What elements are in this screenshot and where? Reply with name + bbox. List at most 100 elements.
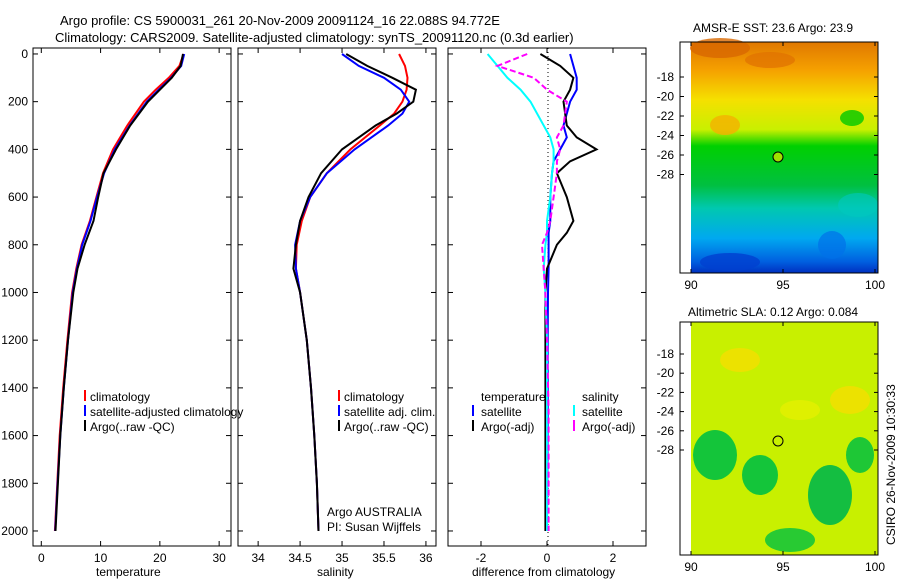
legend-group-title: salinity	[582, 390, 619, 404]
map-y-tick-label: -22	[657, 109, 675, 123]
x-tick-label: 34	[251, 551, 265, 565]
sst-patch	[745, 52, 795, 68]
legend-temperature: climatology satellite-adjusted climatolo…	[84, 390, 243, 434]
map-x-tick-label: 95	[776, 278, 790, 292]
map-x-tick-label: 90	[684, 278, 698, 292]
sst-patch	[710, 115, 740, 135]
sst-map-title: AMSR-E SST: 23.6 Argo: 23.9	[693, 21, 853, 35]
legend-label: satellite adj. clim.	[344, 405, 435, 419]
profile-lines	[53, 53, 599, 532]
legend-label: satellite	[481, 405, 522, 419]
legend-group-title: temperature	[481, 390, 546, 404]
legend-swatch	[84, 405, 86, 416]
map-y-tick-label: -18	[657, 347, 675, 361]
legend-salinity: climatology satellite adj. clim. Argo(..…	[338, 390, 435, 434]
sla-patch	[742, 455, 778, 495]
series-salinity-satellite	[486, 53, 555, 531]
map-ticks: -18 -20 -22 -24 -26 -28 90 95 100 -18 -20 -22 -24 -26…	[657, 42, 885, 574]
x-tick-label: 35.5	[372, 551, 396, 565]
legend-swatch	[84, 390, 86, 401]
sst-map-frame	[679, 41, 879, 274]
map-y-tick-label: -22	[657, 385, 675, 399]
y-tick-label: 0	[21, 47, 28, 61]
y-tick-label: 1200	[1, 333, 28, 347]
x-tick-label: 0	[38, 551, 45, 565]
y-tick-label: 1800	[1, 476, 28, 490]
legend-swatch	[84, 420, 86, 431]
credit-line2: PI: Susan Wijffels	[327, 520, 421, 534]
x-tick-label: 20	[153, 551, 167, 565]
map-x-tick-label: 90	[684, 560, 698, 574]
header-line2: Climatology: CARS2009. Satellite-adjuste…	[55, 30, 574, 45]
legend-swatch	[338, 390, 340, 401]
y-tick-label: 600	[8, 190, 28, 204]
legend-swatch	[338, 405, 340, 416]
sst-patch	[838, 193, 878, 217]
xlabel-salinity: salinity	[317, 565, 354, 579]
argo-float-marker	[772, 151, 784, 163]
series-satellite-adj-clim	[294, 53, 411, 532]
map-y-tick-label: -18	[657, 70, 675, 84]
map-y-tick-label: -26	[657, 148, 675, 162]
sla-patch	[846, 437, 874, 473]
legend-swatch	[573, 420, 575, 431]
y-tick-label: 1000	[1, 285, 28, 299]
map-y-tick-label: -20	[657, 90, 675, 104]
sla-patch	[720, 348, 760, 372]
legend-label: climatology	[90, 390, 150, 404]
series-satellite-adjusted-climatology	[54, 53, 186, 532]
x-tick-label: 35	[335, 551, 349, 565]
legend-swatch	[573, 405, 575, 416]
sla-patch	[693, 430, 737, 480]
legend-swatch	[472, 420, 474, 431]
series-argo-raw-qc	[292, 53, 418, 532]
x-tick-label: 36	[419, 551, 433, 565]
temperature-axes	[32, 47, 232, 547]
sla-patch	[765, 528, 815, 552]
salinity-axes	[237, 47, 437, 547]
map-x-tick-label: 100	[865, 278, 885, 292]
y-tick-label: 2000	[1, 524, 28, 538]
map-y-tick-label: -24	[657, 129, 675, 143]
sla-map-frame	[679, 321, 879, 556]
argo-float-marker	[772, 435, 784, 447]
x-tick-label: 2	[610, 551, 617, 565]
map-y-tick-label: -26	[657, 424, 675, 438]
legend-label: Argo(-adj)	[582, 420, 635, 434]
sla-map-title: Altimetric SLA: 0.12 Argo: 0.084	[688, 305, 858, 319]
legend-label: Argo(..raw -QC)	[90, 420, 175, 434]
x-tick-label: -2	[476, 551, 487, 565]
series-salinity-argo-adj	[494, 53, 568, 531]
series-climatology	[294, 53, 409, 532]
map-y-tick-label: -28	[657, 443, 675, 457]
legend-difference: temperature satellite Argo(-adj) salinit…	[472, 390, 635, 434]
y-tick-label: 200	[8, 95, 28, 109]
header-line1: Argo profile: CS 5900031_261 20-Nov-2009…	[60, 13, 500, 28]
xlabel-temperature: temperature	[96, 565, 161, 579]
credit-line1: Argo AUSTRALIA	[327, 505, 422, 519]
x-tick-label: 10	[94, 551, 108, 565]
legend-label: satellite-adjusted climatology	[90, 405, 243, 419]
series-argo-raw-qc	[54, 53, 184, 532]
sla-patch	[808, 465, 852, 525]
y-tick-label: 1400	[1, 381, 28, 395]
map-y-tick-label: -24	[657, 405, 675, 419]
sst-patch	[700, 253, 760, 271]
y-tick-label: 1600	[1, 429, 28, 443]
map-y-tick-label: -28	[657, 168, 675, 182]
legend-label: satellite	[582, 405, 623, 419]
x-tick-label: 34.5	[288, 551, 312, 565]
sst-map	[690, 38, 878, 273]
legend-label: climatology	[344, 390, 404, 404]
legend-swatch	[338, 420, 340, 431]
series-temperature-satellite	[546, 53, 578, 532]
map-x-tick-label: 100	[865, 560, 885, 574]
map-x-tick-label: 95	[776, 560, 790, 574]
legend-label: Argo(..raw -QC)	[344, 420, 429, 434]
x-tick-label: 0	[544, 551, 551, 565]
sst-patch	[840, 110, 864, 126]
sst-patch	[690, 38, 750, 58]
y-tick-label: 800	[8, 238, 28, 252]
legend-label: Argo(-adj)	[481, 420, 534, 434]
